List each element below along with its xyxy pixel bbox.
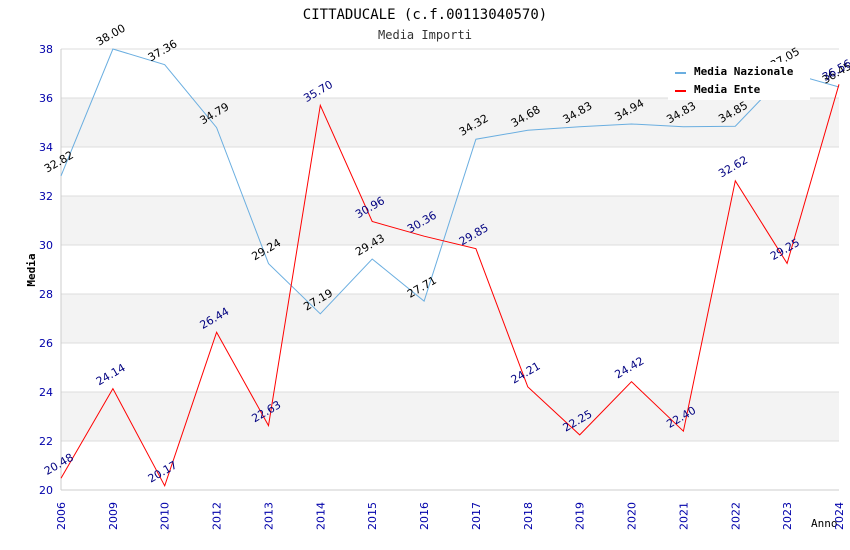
x-tick-label: 2023: [781, 502, 794, 530]
x-tick-label: 2020: [626, 502, 639, 530]
chart-subtitle: Media Importi: [378, 28, 472, 42]
x-tick-label: 2016: [418, 502, 431, 530]
data-label: 38.00: [94, 22, 128, 49]
y-tick-label: 28: [39, 288, 53, 301]
x-tick-label: 2017: [470, 502, 483, 530]
y-tick-label: 26: [39, 337, 53, 350]
x-axis-label: Anno: [811, 517, 838, 530]
legend-label-naz: Media Nazionale: [694, 65, 794, 78]
x-tick-labels: 2006 2009 2010 2012 2013 2014 2015 2016 2017 2018…: [55, 502, 846, 530]
x-tick-label: 2013: [262, 502, 275, 530]
grid-band: [61, 392, 839, 441]
x-tick-label: 2012: [211, 502, 224, 530]
x-tick-label: 2019: [574, 502, 587, 530]
x-tick-label: 2018: [522, 502, 535, 530]
y-tick-label: 22: [39, 435, 53, 448]
grid-band: [61, 294, 839, 343]
x-tick-label: 2010: [159, 502, 172, 530]
y-axis-label: Media: [25, 253, 38, 286]
x-tick-label: 2022: [729, 502, 742, 530]
x-tick-label: 2009: [107, 502, 120, 530]
y-tick-label: 32: [39, 190, 53, 203]
grid-band: [61, 343, 839, 392]
legend-box: [668, 62, 810, 100]
grid-lines: [61, 48, 839, 491]
x-tick-label: 2024: [833, 502, 846, 530]
chart-title: CITTADUCALE (c.f.00113040570): [303, 7, 547, 23]
series-line-media-ente: [60, 84, 840, 488]
legend-label-ente: Media Ente: [694, 83, 761, 96]
x-tick-label: 2015: [366, 502, 379, 530]
series-lines: [60, 48, 840, 488]
grid-band: [61, 441, 839, 490]
y-tick-label: 36: [39, 92, 53, 105]
y-tick-label: 34: [39, 141, 53, 154]
grid-band: [61, 98, 839, 147]
legend: Media Nazionale Media Ente: [668, 62, 810, 100]
y-tick-labels: 20 22 24 26 28 30 32 34 36 38: [39, 43, 53, 497]
axes: [60, 49, 839, 491]
x-tick-label: 2006: [55, 502, 68, 530]
grid-band: [61, 245, 839, 294]
x-tick-label: 2021: [677, 502, 690, 530]
y-tick-label: 38: [39, 43, 53, 56]
grid-band: [61, 147, 839, 196]
y-tick-label: 20: [39, 484, 53, 497]
grid-bands: [61, 49, 839, 490]
x-tick-label: 2014: [314, 502, 327, 530]
series-line-media-nazionale: [60, 48, 840, 315]
y-tick-label: 24: [39, 386, 53, 399]
y-tick-label: 30: [39, 239, 53, 252]
